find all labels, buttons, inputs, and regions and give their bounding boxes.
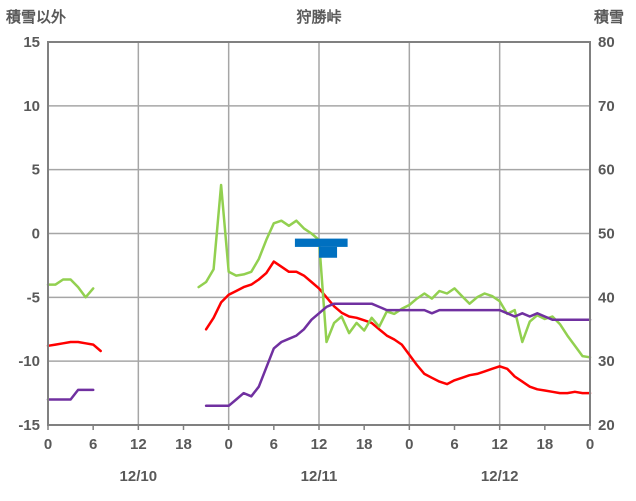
x-tick-label: 18 [536,436,553,453]
x-tick-label: 12 [311,436,328,453]
blue-bar-lower [319,246,338,258]
left-axis-tick-label: -5 [27,289,40,306]
left-axis-tick-label: 0 [32,226,40,243]
right-axis-tick-label: 30 [598,353,615,370]
purple-line [46,302,592,408]
right-axis-tick-label: 80 [598,34,615,51]
left-axis-tick-label: -10 [18,353,40,370]
x-tick-label: 0 [224,436,232,453]
date-label: 12/11 [301,468,338,485]
x-tick-label: 18 [356,436,373,453]
x-tick-label: 6 [89,436,97,453]
right-axis-tick-label: 40 [598,289,615,306]
x-tick-label: 12 [491,436,508,453]
left-axis-tick-label: 10 [23,98,40,115]
x-tick-label: 0 [44,436,52,453]
x-tick-label: 6 [270,436,278,453]
date-label: 12/10 [120,468,158,485]
x-tick-label: 18 [175,436,192,453]
x-tick-label: 6 [450,436,458,453]
right-axis-title: 積雪 [593,9,624,26]
green-line [46,183,592,359]
x-tick-label: 0 [405,436,413,453]
left-axis-title: 積雪以外 [6,9,67,26]
left-axis-tick-label: 5 [32,162,40,179]
right-axis-tick-label: 60 [598,162,615,179]
x-tick-label: 12 [130,436,147,453]
left-axis-tick-label: -15 [18,417,40,434]
red-line [46,260,592,395]
station-title: 狩勝峠 [296,9,342,26]
right-axis-tick-label: 50 [598,226,615,243]
blue-bar-upper [294,238,348,247]
right-axis-tick-label: 20 [598,417,615,434]
left-axis-tick-label: 15 [23,34,40,51]
date-label: 12/12 [481,468,519,485]
x-tick-label: 0 [586,436,594,453]
right-axis-tick-label: 70 [598,98,615,115]
